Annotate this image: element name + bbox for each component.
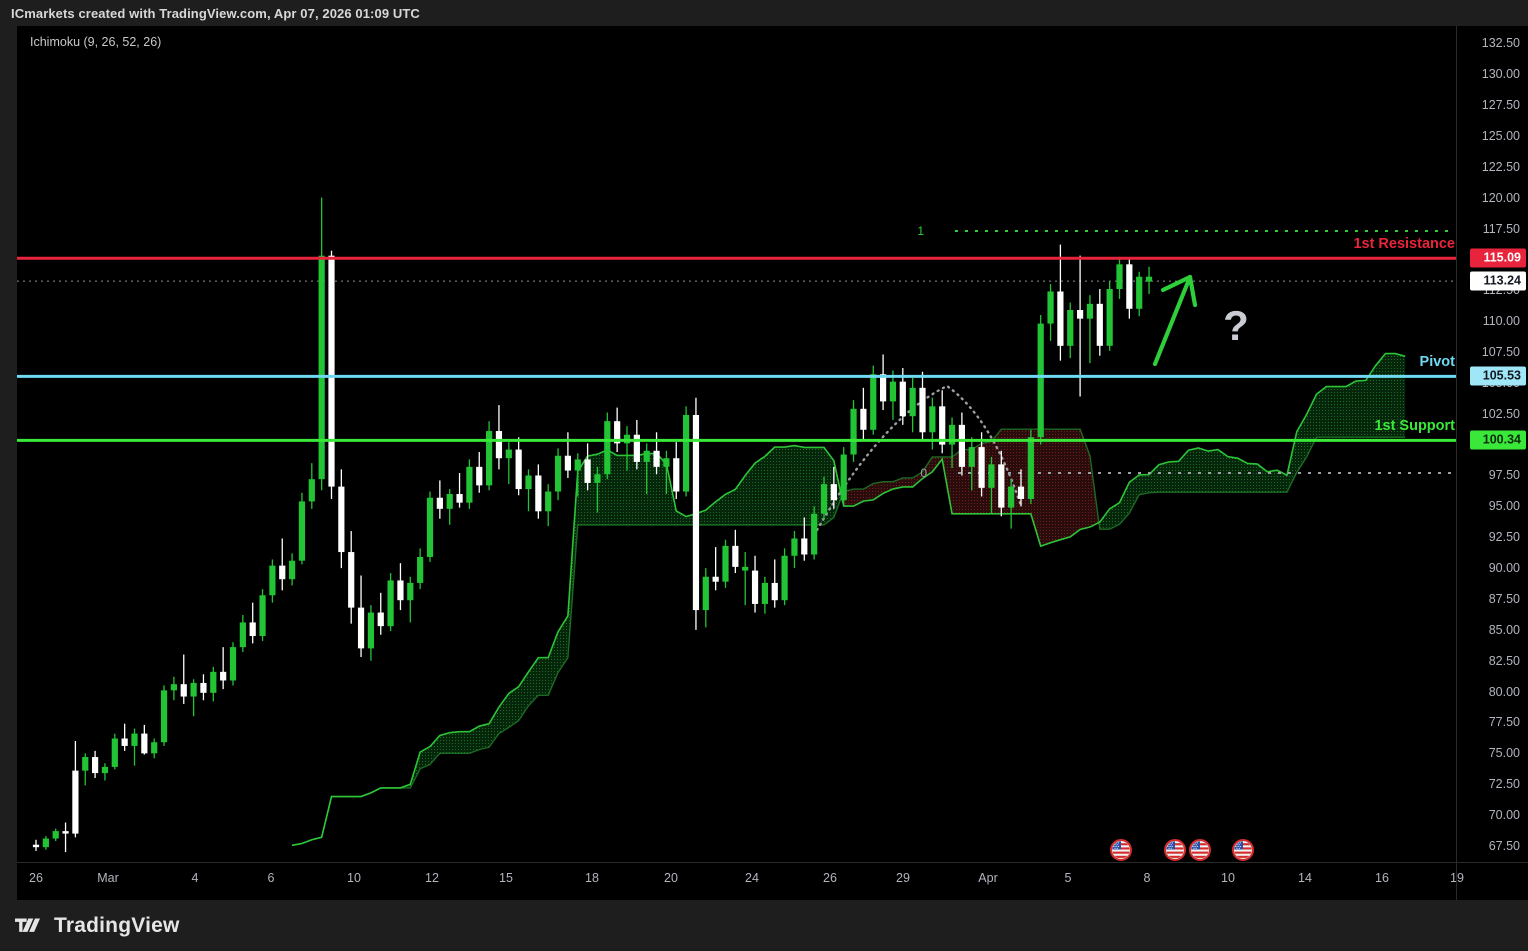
level-label-pivot[interactable]: Pivot	[1419, 354, 1455, 371]
us-event-flag-4[interactable]	[1232, 839, 1254, 861]
price-tick: 80.00	[1488, 684, 1520, 699]
resistance-tag[interactable]: 115.09	[1470, 248, 1526, 268]
level-label-1st-support[interactable]: 1st Support	[1374, 418, 1455, 435]
us-flag-icon	[1189, 839, 1211, 861]
price-tick: 72.50	[1488, 777, 1520, 792]
time-tick: 29	[896, 871, 910, 885]
price-tick: 75.00	[1488, 746, 1520, 761]
price-tick: 87.50	[1488, 591, 1520, 606]
time-tick: 6	[267, 871, 275, 885]
tradingview-logo[interactable]: TradingView	[15, 914, 180, 938]
time-tick: 10	[347, 871, 361, 885]
price-tick: 127.50	[1481, 98, 1520, 113]
time-tick: 8	[1143, 871, 1151, 885]
price-tick: 122.50	[1481, 159, 1520, 174]
attribution-text: ICmarkets created with TradingView.com, …	[11, 5, 420, 21]
time-tick: 26	[823, 871, 837, 885]
price-tick: 120.00	[1481, 190, 1520, 205]
tradingview-mark-icon	[15, 918, 40, 932]
us-event-flag-1[interactable]	[1110, 839, 1132, 861]
level-label-1st-resistance[interactable]: 1st Resistance	[1353, 236, 1455, 253]
axis-divider-horizontal	[17, 862, 1528, 863]
us-event-flag-3[interactable]	[1189, 839, 1211, 861]
price-tick: 110.00	[1482, 314, 1520, 329]
time-tick: 12	[425, 871, 439, 885]
time-tick: 18	[585, 871, 599, 885]
price-tick: 82.50	[1488, 653, 1520, 668]
price-tick: 70.00	[1488, 808, 1520, 823]
branding-bar: TradingView	[0, 900, 1528, 951]
price-tick: 125.00	[1481, 128, 1520, 143]
time-tick: 24	[745, 871, 759, 885]
price-tick: 132.50	[1481, 36, 1520, 51]
price-tick: 130.00	[1481, 67, 1520, 82]
price-tick: 67.50	[1488, 838, 1520, 853]
time-tick: 19	[1450, 871, 1464, 885]
price-tick: 77.50	[1488, 715, 1520, 730]
time-axis[interactable]: 26 Mar 4 6 10 12 15 18 20 24 26 29 Apr 5 8 10 14 16 19	[17, 862, 1528, 900]
time-tick: 15	[499, 871, 513, 885]
time-tick: 20	[664, 871, 678, 885]
time-tick: 26	[29, 871, 43, 885]
time-tick: 14	[1298, 871, 1312, 885]
time-tick: 16	[1375, 871, 1389, 885]
fib-level-label-1: 1	[917, 223, 924, 238]
us-event-flag-2[interactable]	[1164, 839, 1186, 861]
chart-plot-area[interactable]: Ichimoku (9, 26, 52, 26) 1st Resistance P…	[17, 26, 1456, 862]
attribution-bar: ICmarkets created with TradingView.com, …	[0, 0, 1528, 26]
us-flag-icon	[1232, 839, 1254, 861]
price-axis[interactable]: 132.50 130.00 127.50 125.00 122.50 120.00 117.…	[1456, 26, 1528, 862]
price-tick: 117.50	[1482, 221, 1520, 236]
price-tick: 90.00	[1488, 561, 1520, 576]
time-tick: Apr	[978, 871, 998, 885]
price-tick: 102.50	[1481, 406, 1520, 421]
time-tick: 4	[191, 871, 199, 885]
price-tick: 92.50	[1488, 530, 1520, 545]
question-mark-annotation[interactable]: ?	[1223, 302, 1249, 349]
price-tick: 107.50	[1481, 345, 1520, 359]
tradingview-wordmark: TradingView	[54, 913, 180, 937]
pivot-tag[interactable]: 105.53	[1470, 366, 1526, 386]
time-tick: 10	[1221, 871, 1235, 885]
candlestick-canvas	[17, 197, 1456, 853]
axis-divider-vertical	[1456, 26, 1457, 900]
time-tick: 5	[1064, 871, 1072, 885]
fib-level-label-0: 0	[920, 466, 927, 481]
support-tag[interactable]: 100.34	[1470, 430, 1526, 450]
current-price-tag[interactable]: 113.24	[1470, 271, 1526, 291]
price-tick: 85.00	[1488, 622, 1520, 637]
indicator-legend[interactable]: Ichimoku (9, 26, 52, 26)	[30, 35, 162, 49]
time-tick: Mar	[97, 871, 119, 885]
us-flag-icon	[1164, 839, 1186, 861]
price-tick: 97.50	[1488, 468, 1520, 483]
price-tick: 95.00	[1488, 499, 1520, 514]
us-flag-icon	[1110, 839, 1132, 861]
